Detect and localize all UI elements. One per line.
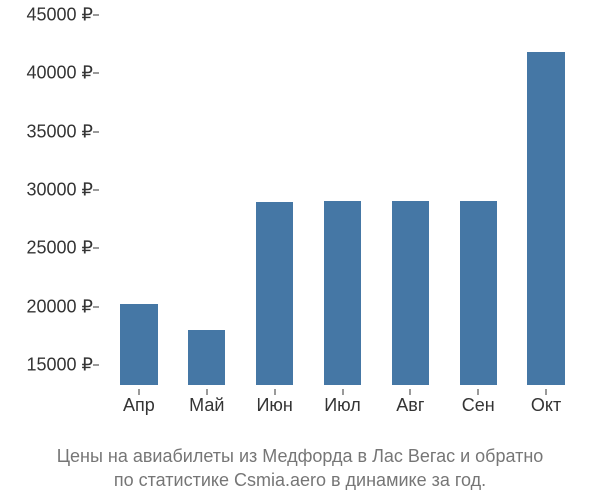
- bar: [527, 52, 564, 385]
- bar: [324, 201, 361, 385]
- x-axis-labels: Апр Май Июн Июл Авг Сен Окт: [105, 395, 580, 425]
- y-tick-mark: [93, 15, 99, 16]
- chart-caption: Цены на авиабилеты из Медфорда в Лас Вег…: [0, 444, 600, 493]
- x-tick-label: Апр: [123, 395, 155, 416]
- y-tick-mark: [93, 365, 99, 366]
- bar: [188, 330, 225, 385]
- x-tick-label: Май: [189, 395, 224, 416]
- x-tick-mark: [478, 389, 479, 395]
- y-tick-mark: [93, 190, 99, 191]
- x-tick-mark: [138, 389, 139, 395]
- y-tick-mark: [93, 248, 99, 249]
- y-tick-label: 25000 ₽: [0, 238, 93, 259]
- plot-area: [105, 15, 580, 385]
- x-tick-mark: [546, 389, 547, 395]
- y-tick-mark: [93, 131, 99, 132]
- x-tick-label: Сен: [462, 395, 495, 416]
- x-tick-label: Июн: [256, 395, 292, 416]
- x-tick-mark: [274, 389, 275, 395]
- y-tick-mark: [93, 73, 99, 74]
- y-axis-labels: 15000 ₽ 20000 ₽ 25000 ₽ 30000 ₽ 35000 ₽ 40000…: [0, 15, 93, 385]
- bar: [460, 201, 497, 385]
- bar: [120, 304, 157, 385]
- y-tick-label: 35000 ₽: [0, 121, 93, 142]
- x-tick-mark: [206, 389, 207, 395]
- y-tick-label: 30000 ₽: [0, 180, 93, 201]
- y-tick-mark: [93, 306, 99, 307]
- x-tick-label: Окт: [531, 395, 561, 416]
- x-tick-mark: [410, 389, 411, 395]
- x-tick-label: Июл: [324, 395, 361, 416]
- bar: [392, 201, 429, 385]
- x-tick-label: Авг: [396, 395, 424, 416]
- bar: [256, 202, 293, 385]
- y-tick-label: 20000 ₽: [0, 296, 93, 317]
- y-tick-label: 15000 ₽: [0, 355, 93, 376]
- x-tick-mark: [342, 389, 343, 395]
- y-tick-label: 40000 ₽: [0, 63, 93, 84]
- price-bar-chart: 15000 ₽ 20000 ₽ 25000 ₽ 30000 ₽ 35000 ₽ 40000…: [0, 0, 600, 500]
- y-tick-label: 45000 ₽: [0, 5, 93, 26]
